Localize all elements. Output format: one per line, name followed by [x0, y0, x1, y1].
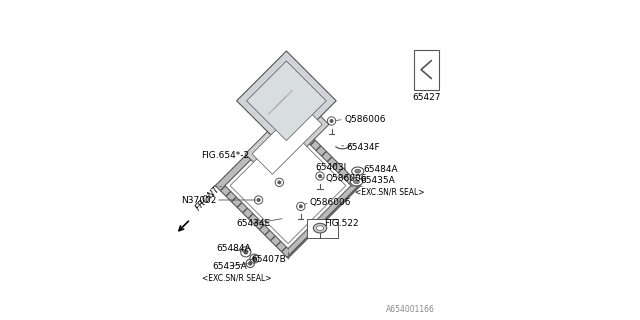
Text: 65434E: 65434E [237, 220, 271, 228]
Circle shape [300, 205, 303, 208]
Polygon shape [245, 97, 329, 181]
Polygon shape [216, 113, 360, 258]
Text: A654001166: A654001166 [387, 305, 435, 314]
Polygon shape [252, 104, 322, 174]
Circle shape [257, 198, 260, 202]
Polygon shape [216, 113, 360, 258]
Text: <EXC.SN/R SEAL>: <EXC.SN/R SEAL> [202, 274, 271, 283]
Text: 65427: 65427 [412, 93, 440, 102]
Polygon shape [230, 128, 346, 244]
Text: Q586006: Q586006 [344, 115, 386, 124]
Text: Q586006: Q586006 [310, 198, 351, 207]
Circle shape [278, 181, 281, 184]
Text: 65403I: 65403I [315, 163, 346, 172]
Text: 65484A: 65484A [216, 244, 251, 253]
Ellipse shape [314, 223, 327, 233]
Ellipse shape [354, 180, 360, 184]
Polygon shape [225, 123, 351, 249]
Polygon shape [237, 51, 336, 151]
Circle shape [252, 257, 257, 260]
Ellipse shape [317, 226, 323, 231]
Text: 65407B: 65407B [252, 255, 287, 264]
Circle shape [248, 261, 252, 265]
Text: FIG.654*-2: FIG.654*-2 [202, 151, 250, 160]
Text: FIG.522: FIG.522 [324, 219, 358, 228]
Circle shape [243, 250, 248, 254]
Text: 65435A: 65435A [212, 262, 248, 271]
Ellipse shape [355, 169, 361, 173]
Ellipse shape [352, 167, 364, 175]
Text: FRONT: FRONT [195, 184, 222, 212]
Bar [414, 50, 439, 90]
Text: 65434F: 65434F [347, 143, 380, 152]
Text: <EXC.SN/R SEAL>: <EXC.SN/R SEAL> [355, 188, 425, 196]
Circle shape [330, 119, 333, 123]
Ellipse shape [351, 178, 362, 186]
Bar [307, 219, 338, 238]
Text: Q586006: Q586006 [326, 174, 367, 183]
Text: 65435A: 65435A [360, 176, 395, 185]
Circle shape [319, 174, 322, 178]
Text: 65484A: 65484A [364, 165, 399, 174]
Text: N37002: N37002 [180, 196, 216, 204]
Polygon shape [246, 61, 326, 140]
